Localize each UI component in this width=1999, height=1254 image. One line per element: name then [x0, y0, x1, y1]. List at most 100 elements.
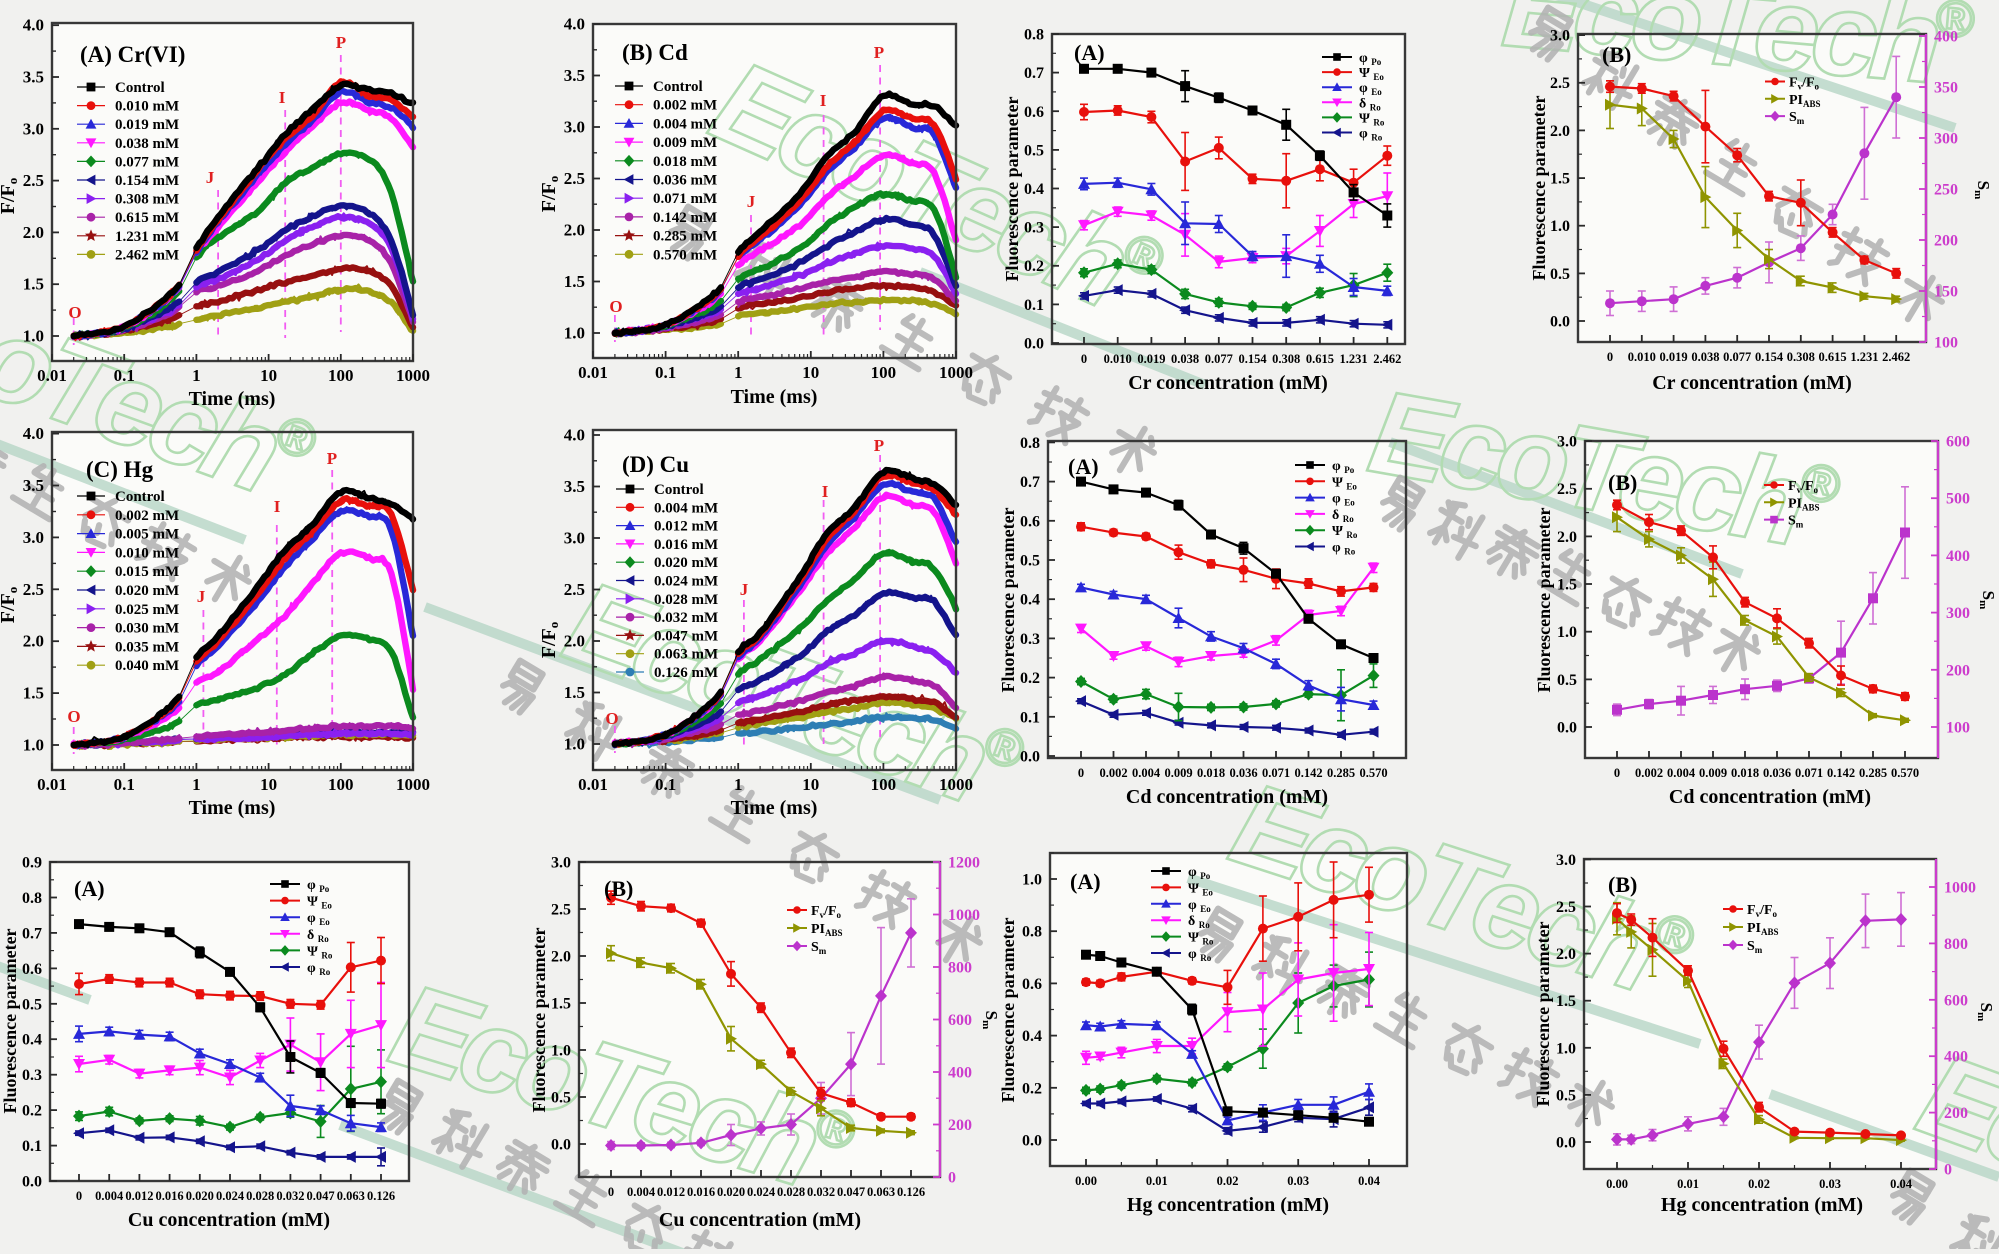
svg-text:0.004: 0.004 [95, 1189, 124, 1203]
svg-text:0.1: 0.1 [114, 775, 135, 794]
svg-text:0.615 mM: 0.615 mM [115, 210, 179, 226]
svg-text:0.004 mM: 0.004 mM [654, 500, 718, 516]
svg-text:0.0: 0.0 [1550, 314, 1570, 331]
svg-text:0.308: 0.308 [1272, 352, 1300, 366]
svg-text:400: 400 [1934, 29, 1958, 46]
svg-text:I: I [822, 482, 829, 501]
svg-text:0.570 mM: 0.570 mM [653, 247, 717, 263]
svg-text:1200: 1200 [948, 855, 980, 872]
svg-text:600: 600 [1944, 992, 1968, 1009]
svg-text:200: 200 [1944, 1105, 1968, 1122]
svg-text:0.5: 0.5 [1550, 266, 1570, 283]
svg-text:2.5: 2.5 [1557, 481, 1577, 498]
svg-text:0.615: 0.615 [1306, 352, 1334, 366]
svg-text:1000: 1000 [939, 775, 973, 794]
svg-text:0.285: 0.285 [1859, 766, 1887, 780]
svg-text:0.0: 0.0 [1020, 749, 1040, 766]
svg-text:0.04: 0.04 [1358, 1174, 1381, 1188]
svg-text:I: I [274, 497, 281, 516]
svg-text:0.020: 0.020 [717, 1185, 745, 1199]
svg-text:0.036 mM: 0.036 mM [653, 173, 717, 189]
svg-text:0.063 mM: 0.063 mM [654, 647, 718, 663]
svg-text:2.5: 2.5 [1550, 75, 1570, 92]
svg-text:0.00: 0.00 [1606, 1177, 1628, 1191]
svg-text:0.1: 0.1 [1020, 709, 1040, 726]
svg-text:J: J [197, 587, 206, 606]
svg-text:0.142: 0.142 [1294, 766, 1322, 780]
svg-text:600: 600 [948, 1012, 972, 1029]
svg-text:0.03: 0.03 [1287, 1174, 1309, 1188]
svg-text:2.462: 2.462 [1373, 352, 1401, 366]
svg-text:Cd concentration (mM): Cd concentration (mM) [1669, 786, 1871, 808]
svg-text:0.018: 0.018 [1197, 766, 1225, 780]
svg-text:2.0: 2.0 [551, 949, 571, 966]
svg-text:0.5: 0.5 [1556, 1087, 1576, 1104]
svg-text:0.071 mM: 0.071 mM [653, 191, 717, 207]
svg-text:Fluorescence parameter: Fluorescence parameter [529, 927, 549, 1112]
svg-text:200: 200 [1934, 233, 1958, 250]
svg-text:3.0: 3.0 [1557, 434, 1577, 451]
svg-text:0.5: 0.5 [551, 1090, 571, 1107]
svg-text:500: 500 [1946, 491, 1970, 508]
svg-text:0.570: 0.570 [1359, 766, 1387, 780]
svg-text:1.0: 1.0 [551, 1043, 571, 1060]
svg-text:0.012: 0.012 [657, 1185, 685, 1199]
svg-text:0: 0 [1607, 350, 1613, 364]
svg-text:0.615: 0.615 [1819, 350, 1847, 364]
svg-text:3.5: 3.5 [564, 66, 585, 85]
svg-text:0.024 mM: 0.024 mM [654, 574, 718, 590]
svg-text:0.020 mM: 0.020 mM [115, 583, 179, 599]
svg-text:1000: 1000 [396, 775, 430, 794]
svg-text:0.005 mM: 0.005 mM [115, 527, 179, 543]
svg-text:2.0: 2.0 [1550, 123, 1570, 140]
svg-text:1000: 1000 [939, 363, 973, 382]
svg-text:0.004 mM: 0.004 mM [653, 116, 717, 132]
svg-text:0.020: 0.020 [186, 1189, 214, 1203]
svg-text:Time (ms): Time (ms) [189, 388, 276, 410]
svg-text:0: 0 [76, 1189, 82, 1203]
svg-text:0.126: 0.126 [367, 1189, 395, 1203]
svg-text:0.7: 0.7 [1024, 65, 1044, 82]
svg-text:0.02: 0.02 [1217, 1174, 1239, 1188]
svg-text:10: 10 [802, 775, 819, 794]
svg-text:0.047: 0.047 [837, 1185, 865, 1199]
svg-text:P: P [874, 436, 884, 455]
svg-text:0.038 mM: 0.038 mM [115, 136, 179, 152]
svg-text:10: 10 [802, 363, 819, 382]
svg-text:4.0: 4.0 [23, 424, 44, 443]
svg-text:2.0: 2.0 [564, 632, 585, 651]
svg-text:0.2: 0.2 [1024, 258, 1044, 275]
svg-text:0.6: 0.6 [1022, 976, 1042, 993]
svg-text:0.7: 0.7 [22, 925, 42, 942]
svg-text:(B): (B) [604, 876, 633, 901]
svg-text:1.5: 1.5 [1550, 171, 1570, 188]
svg-text:0.004: 0.004 [1132, 766, 1161, 780]
svg-text:Cu concentration (mM): Cu concentration (mM) [659, 1209, 861, 1231]
svg-text:Fluorescence parameter: Fluorescence parameter [0, 928, 20, 1113]
svg-text:350: 350 [1934, 80, 1958, 97]
svg-text:0.016 mM: 0.016 mM [654, 537, 718, 553]
svg-text:0.8: 0.8 [22, 890, 42, 907]
svg-text:0.2: 0.2 [1022, 1080, 1042, 1097]
svg-text:0.010 mM: 0.010 mM [115, 99, 179, 115]
svg-text:0.02: 0.02 [1748, 1177, 1770, 1191]
svg-text:0.071: 0.071 [1262, 766, 1290, 780]
svg-text:0.077: 0.077 [1205, 352, 1233, 366]
svg-text:0.012: 0.012 [125, 1189, 153, 1203]
svg-text:2.0: 2.0 [1556, 946, 1576, 963]
svg-text:2.0: 2.0 [564, 221, 585, 240]
svg-text:1.231: 1.231 [1340, 352, 1368, 366]
svg-text:0.018: 0.018 [1731, 766, 1759, 780]
svg-text:0.4: 0.4 [1022, 1028, 1042, 1045]
svg-text:0.004: 0.004 [627, 1185, 656, 1199]
svg-text:0.285 mM: 0.285 mM [653, 229, 717, 245]
svg-text:1.0: 1.0 [1022, 872, 1042, 889]
svg-text:0.5: 0.5 [22, 996, 42, 1013]
svg-text:Control: Control [115, 489, 165, 505]
svg-text:3.0: 3.0 [23, 528, 44, 547]
svg-text:0.5: 0.5 [1557, 672, 1577, 689]
svg-text:0.2: 0.2 [22, 1103, 42, 1120]
svg-text:400: 400 [948, 1065, 972, 1082]
svg-text:0.019: 0.019 [1660, 350, 1688, 364]
svg-text:(C) Hg: (C) Hg [86, 457, 154, 482]
